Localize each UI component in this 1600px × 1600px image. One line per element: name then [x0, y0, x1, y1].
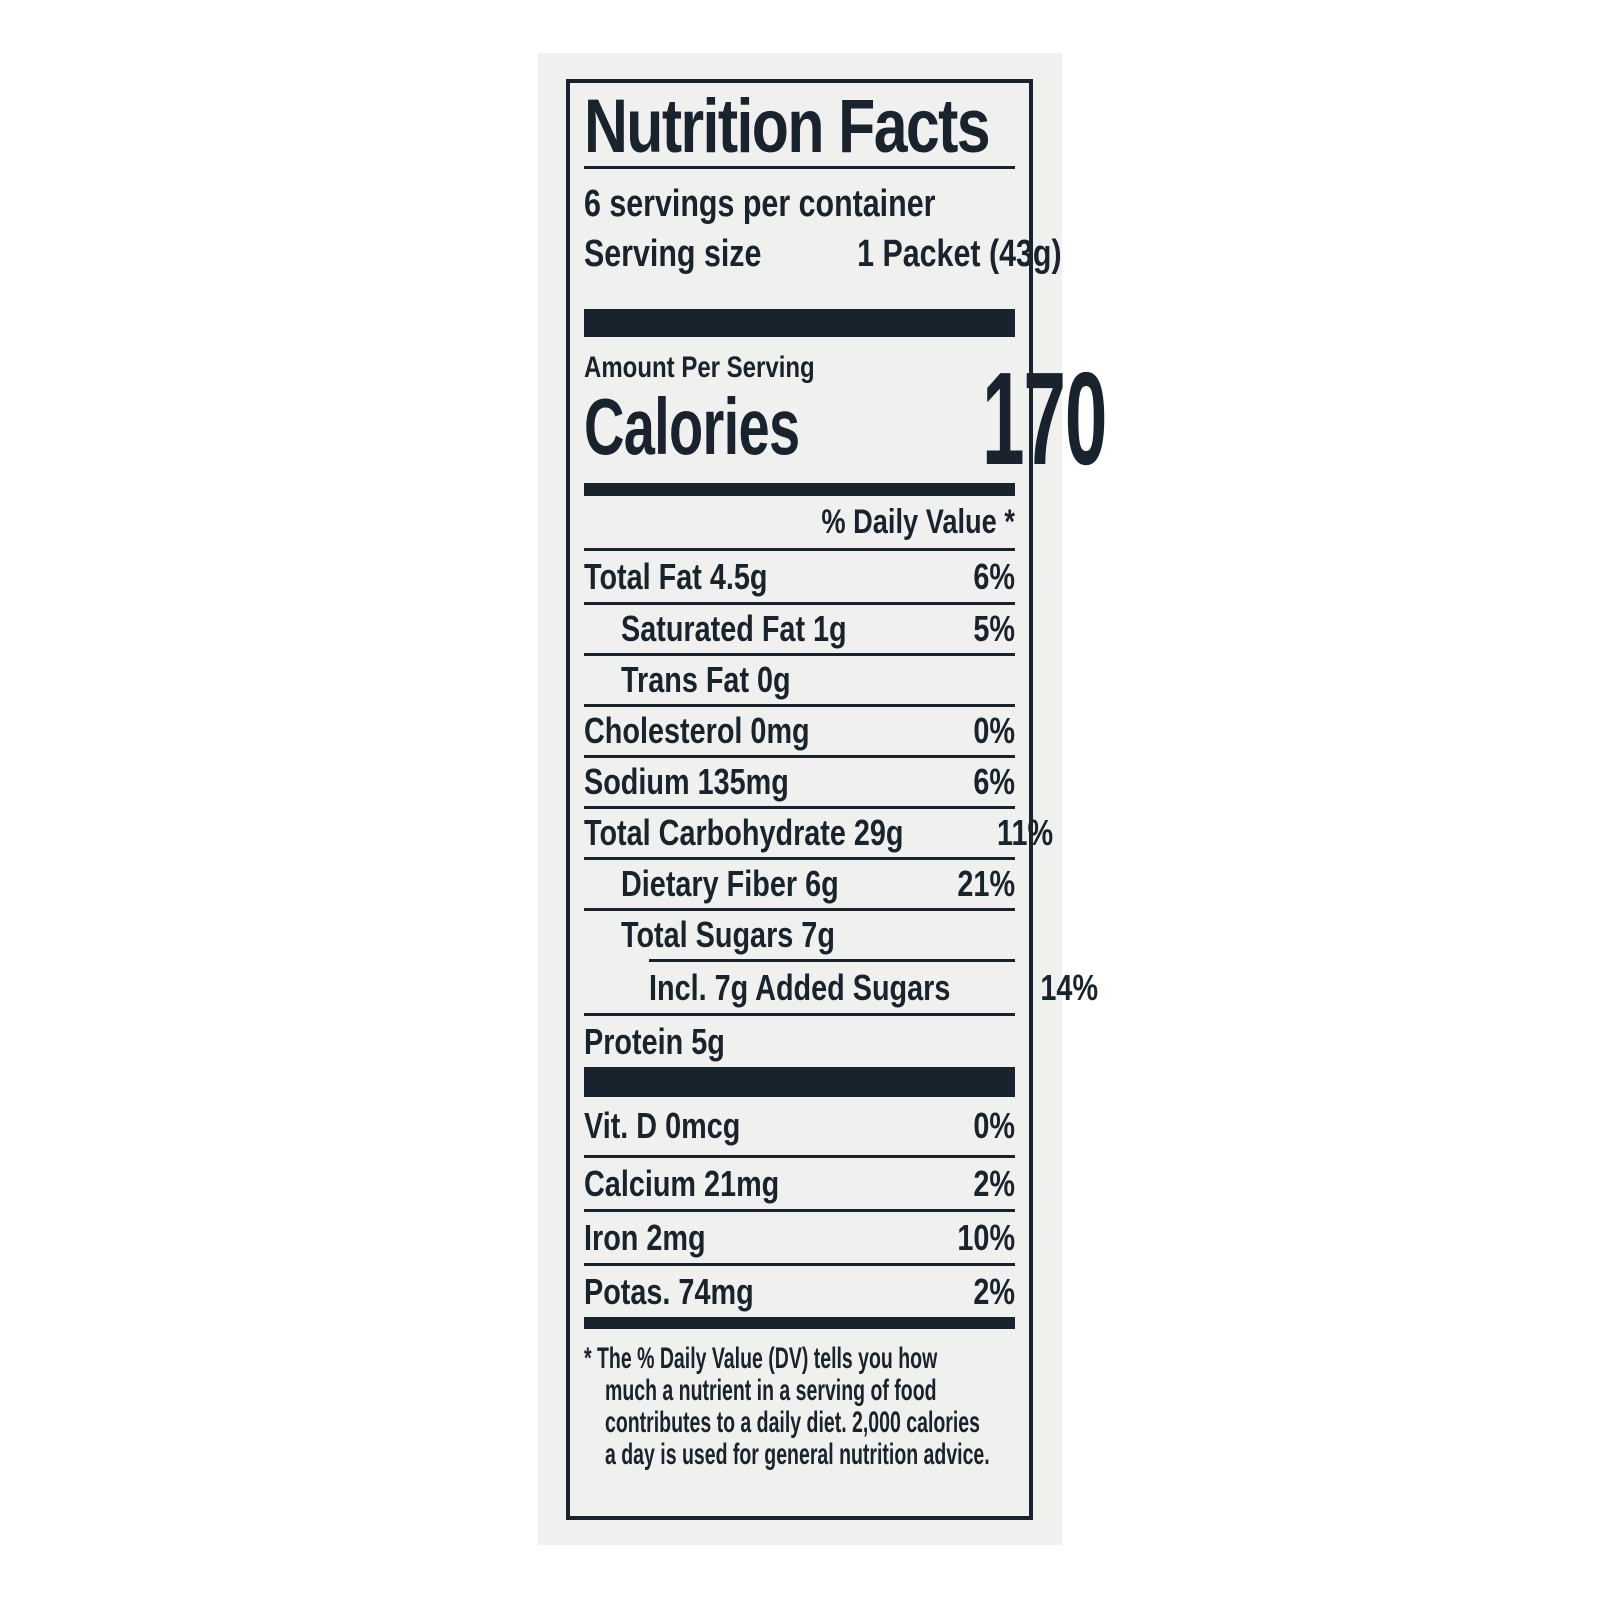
calories-value: 170 [981, 345, 1107, 492]
calories-section: Amount Per Serving Calories 170 [584, 337, 1107, 485]
nutrient-row-cholesterol: Cholesterol 0mg 0% [584, 704, 1015, 755]
servings-per-container: 6 servings per container [584, 183, 936, 225]
calories-label: Calories [584, 382, 800, 471]
serving-size-label: Serving size [584, 233, 762, 275]
nutrient-row-added-sugars: Incl. 7g Added Sugars 14% [584, 959, 1098, 1013]
nutrient-row-dietary-fiber: Dietary Fiber 6g 21% [584, 857, 1015, 908]
title-divider [584, 166, 1015, 169]
nutrient-daily-value: 14% [1040, 966, 1098, 1008]
nutrient-name: Trans Fat 0g [621, 659, 791, 700]
nutrient-daily-value: 0% [973, 710, 1015, 751]
nutrient-row-trans-fat: Trans Fat 0g [584, 653, 1015, 704]
thick-divider-bar [584, 309, 1015, 337]
title-text: Nutrition Facts [584, 84, 991, 169]
nutrient-name: Total Sugars 7g [621, 914, 835, 955]
thick-divider-bar [584, 1067, 1015, 1097]
nutrient-daily-value: 21% [957, 863, 1015, 904]
nutrient-name: Dietary Fiber 6g [621, 863, 839, 904]
nutrient-row-total-carbohydrate: Total Carbohydrate 29g 11% [584, 806, 1054, 857]
nutrient-name: Saturated Fat 1g [621, 608, 847, 649]
nutrient-name: Incl. 7g Added Sugars [649, 966, 951, 1008]
micronutrient-row-calcium: Calcium 21mg 2% [584, 1155, 1015, 1209]
nutrient-name: Cholesterol 0mg [584, 710, 810, 751]
micronutrient-name: Potas. 74mg [584, 1270, 754, 1312]
nutrient-daily-value: 11% [997, 812, 1054, 853]
nutrient-row-sodium: Sodium 135mg 6% [584, 755, 1015, 806]
nutrient-daily-value: 5% [973, 608, 1015, 649]
nutrient-row-saturated-fat: Saturated Fat 1g 5% [584, 602, 1015, 653]
serving-size-row: Serving size 1 Packet (43g) [584, 231, 1061, 277]
medium-divider-bar [584, 483, 1015, 496]
nutrition-facts-title: Nutrition Facts [584, 84, 1015, 169]
micronutrient-rows: Vit. D 0mcg 0% Calcium 21mg 2% Iron 2mg … [584, 1097, 1015, 1317]
daily-value-footnote: * The % Daily Value (DV) tells you how m… [584, 1343, 1015, 1471]
micronutrient-name: Iron 2mg [584, 1216, 706, 1258]
nutrient-row-total-fat: Total Fat 4.5g 6% [584, 551, 1015, 602]
micronutrient-daily-value: 2% [973, 1162, 1015, 1204]
micronutrient-daily-value: 2% [973, 1270, 1015, 1312]
nutrient-name: Sodium 135mg [584, 761, 789, 802]
daily-value-header: % Daily Value * [584, 496, 1015, 551]
nutrient-name: Total Carbohydrate 29g [584, 812, 904, 853]
micronutrient-name: Vit. D 0mcg [584, 1105, 741, 1146]
footnote-line: * The % Daily Value (DV) tells you how [584, 1342, 938, 1375]
micronutrient-row-potassium: Potas. 74mg 2% [584, 1263, 1015, 1317]
nutrient-rows: Total Fat 4.5g 6% Saturated Fat 1g 5% Tr… [584, 551, 1098, 1067]
nutrient-row-protein: Protein 5g [584, 1013, 1015, 1067]
nutrient-daily-value: 6% [973, 555, 1015, 597]
footnote-line: contributes to a daily diet. 2,000 calor… [605, 1406, 980, 1439]
micronutrient-row-vitamin-d: Vit. D 0mcg 0% [584, 1097, 1015, 1155]
micronutrient-row-iron: Iron 2mg 10% [584, 1209, 1015, 1263]
nutrient-row-total-sugars: Total Sugars 7g [584, 908, 1015, 959]
nutrient-name: Total Fat 4.5g [584, 555, 768, 597]
label-card: Nutrition Facts 6 servings per container… [538, 53, 1107, 1545]
footnote-line: a day is used for general nutrition advi… [605, 1438, 990, 1471]
nutrient-name: Protein 5g [584, 1020, 725, 1062]
micronutrient-name: Calcium 21mg [584, 1162, 780, 1204]
footnote-line: much a nutrient in a serving of food [605, 1374, 937, 1407]
nutrient-daily-value: 6% [973, 761, 1015, 802]
nutrition-facts-panel: Nutrition Facts 6 servings per container… [566, 79, 1107, 1520]
serving-size-value: 1 Packet (43g) [856, 233, 1062, 275]
micronutrient-daily-value: 10% [957, 1216, 1015, 1258]
micronutrient-daily-value: 0% [973, 1105, 1015, 1146]
footnote-divider-bar [584, 1317, 1015, 1329]
amount-per-serving-label: Amount Per Serving [584, 351, 815, 384]
